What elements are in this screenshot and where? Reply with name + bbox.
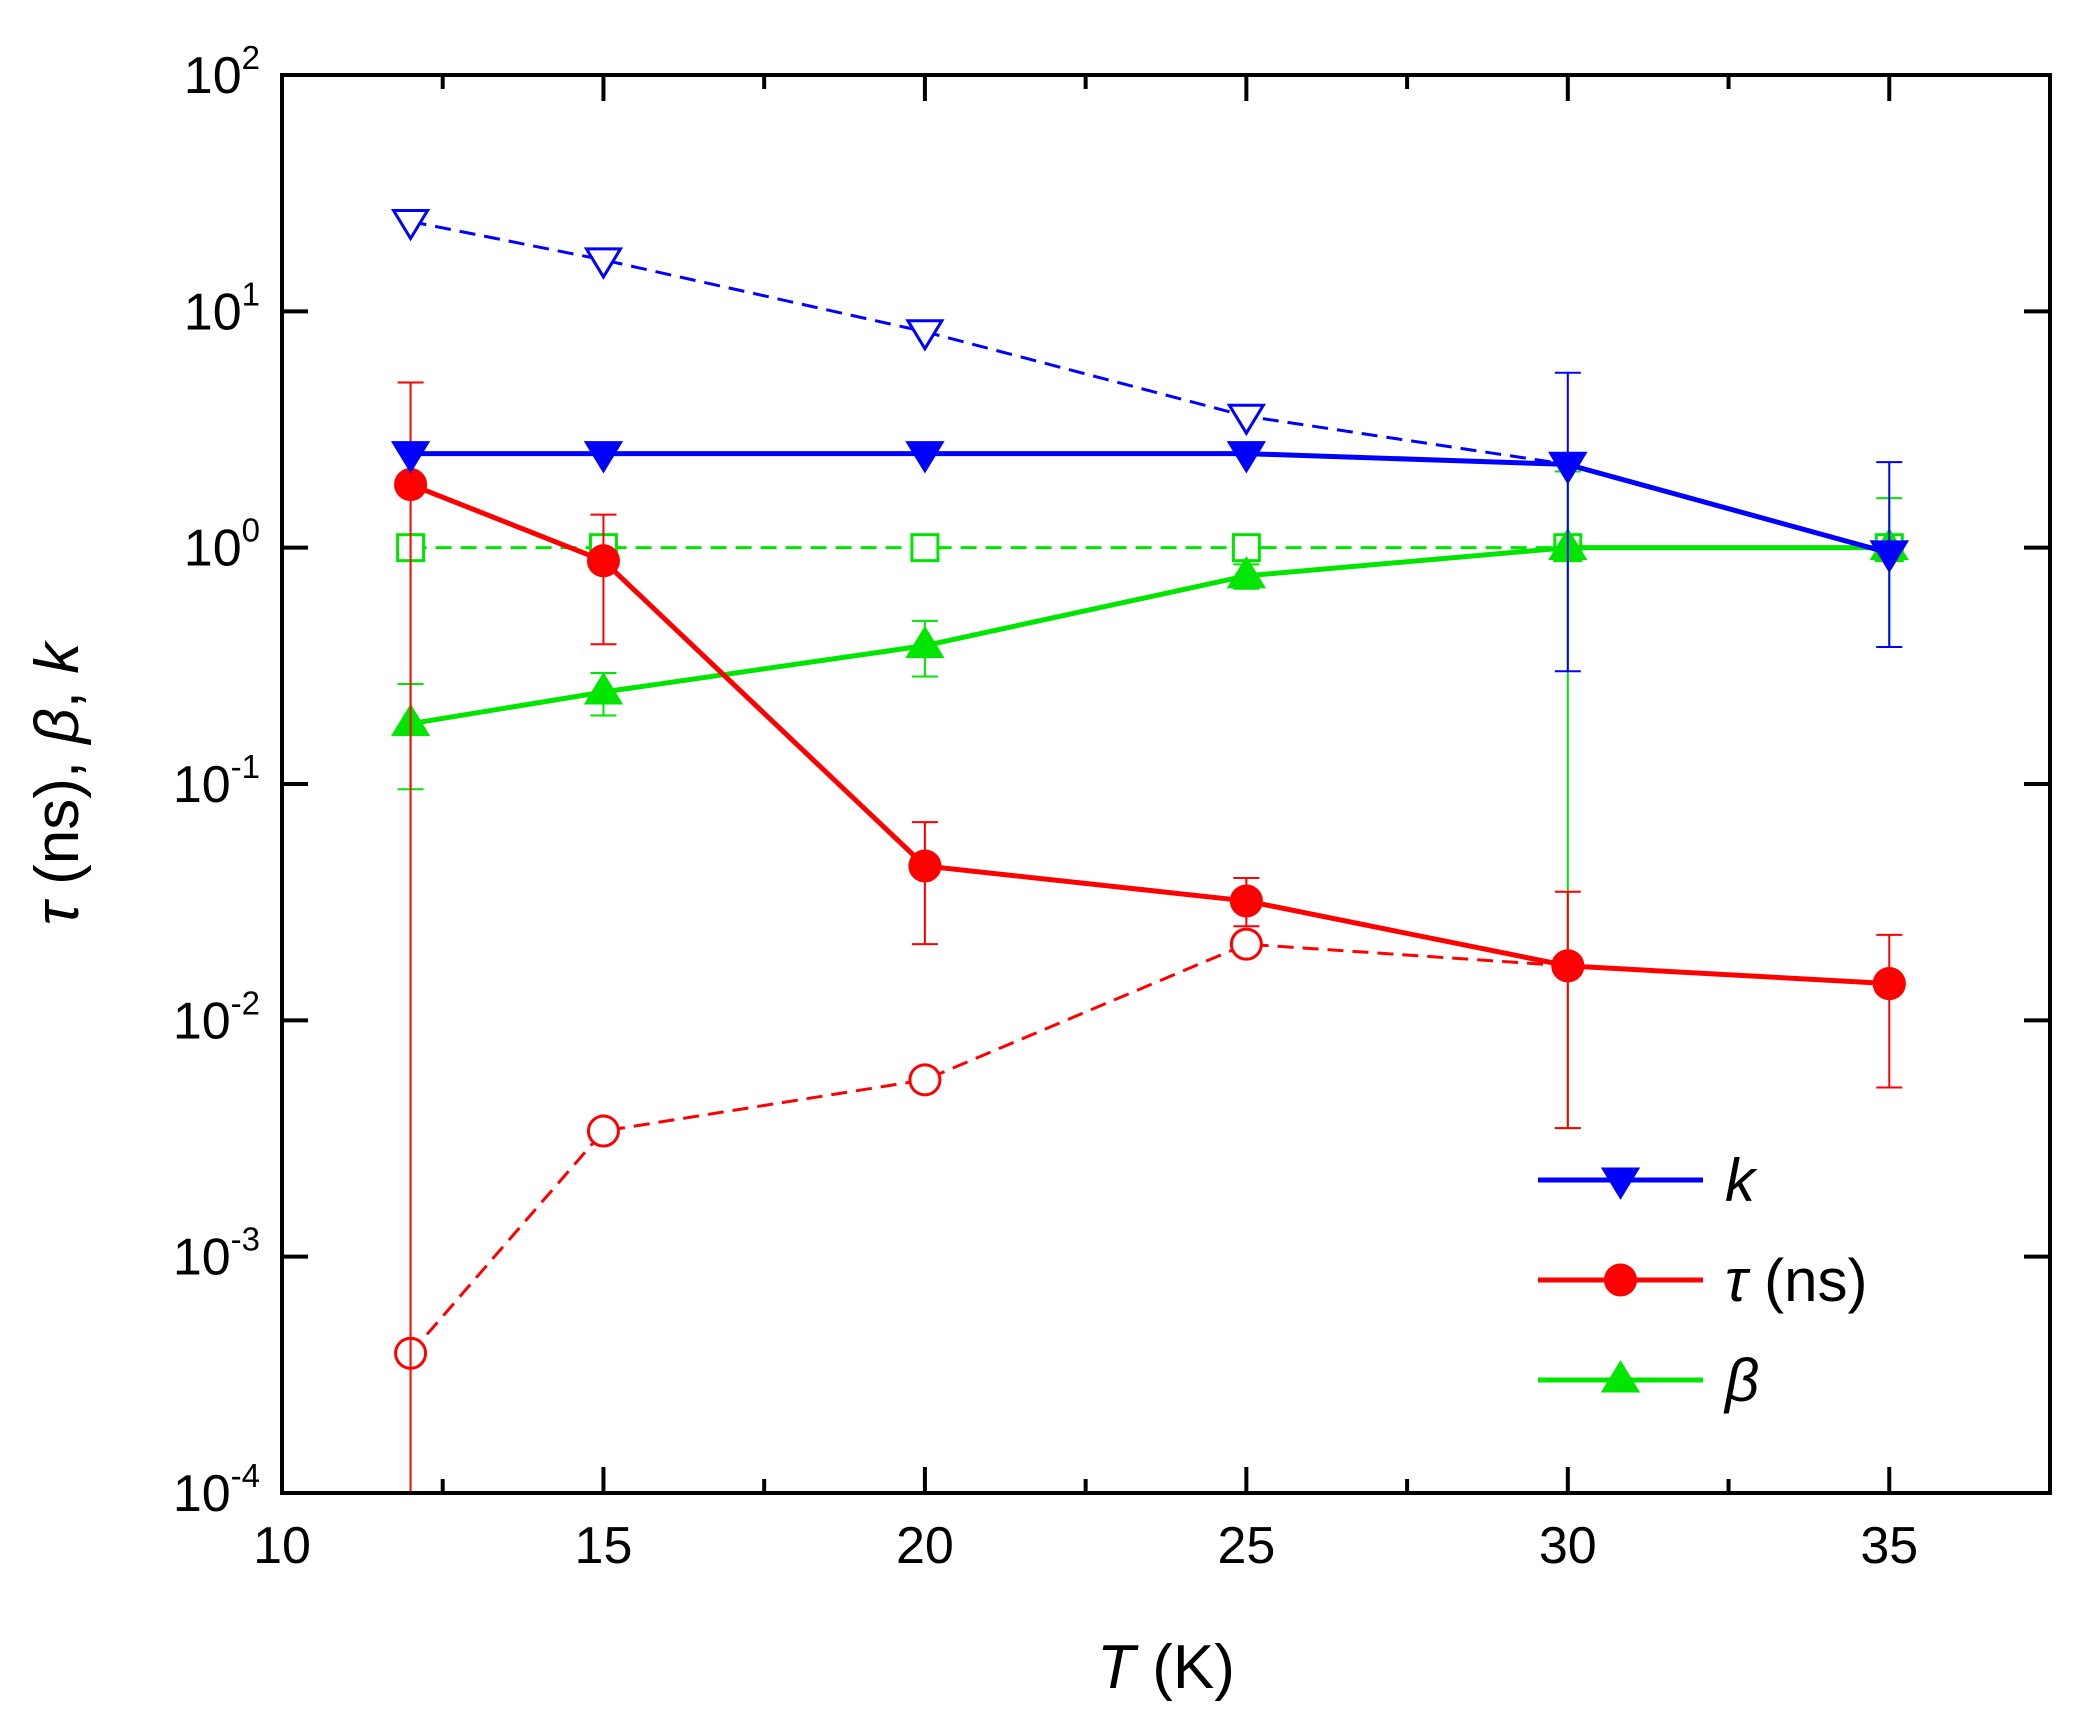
data-point — [1226, 403, 1267, 437]
data-point — [583, 672, 624, 705]
legend-entry-tau: τ (ns) — [1538, 1247, 1867, 1314]
data-point — [910, 533, 940, 563]
data-point — [908, 1063, 942, 1097]
series-k — [390, 371, 1909, 673]
y-tick-base: 10 — [173, 756, 231, 814]
plot-frame — [280, 73, 2052, 1495]
data-point — [390, 441, 431, 474]
x-tick-label: 30 — [1539, 1517, 1597, 1575]
series-line — [410, 451, 1890, 556]
y-tick-base: 10 — [184, 47, 242, 105]
y-tick-exponent: -1 — [231, 748, 260, 785]
data-point — [1226, 441, 1267, 474]
series-line — [409, 942, 1890, 1355]
y-tick-base: 10 — [184, 520, 242, 578]
y-tick-label: 102 — [184, 39, 260, 105]
data-point — [1548, 451, 1588, 485]
series-line — [410, 545, 1890, 727]
series-line — [409, 482, 1890, 987]
data-point — [905, 441, 945, 474]
x-axis-label: T (K) — [1097, 1633, 1235, 1702]
legend-symbol: k — [1725, 1147, 1758, 1214]
x-tick-label: 10 — [253, 1517, 311, 1575]
data-point — [583, 441, 624, 474]
series-line — [410, 220, 1890, 555]
legend: kτ (ns)β — [1538, 1147, 1867, 1414]
y-axis-label-part: (ns), — [23, 744, 92, 902]
data-point — [905, 625, 945, 659]
legend-marker — [1600, 1360, 1641, 1393]
legend-suffix: (ns) — [1747, 1247, 1867, 1314]
data-point — [1229, 884, 1263, 918]
data-point — [390, 208, 431, 242]
legend-symbol: τ — [1725, 1247, 1751, 1314]
data-point — [583, 247, 624, 280]
y-tick-label: 10-2 — [173, 984, 260, 1050]
series-tau — [394, 381, 1906, 1494]
legend-marker — [1604, 1263, 1637, 1297]
x-axis-symbol: T — [1097, 1633, 1139, 1702]
y-axis-label-part: , — [23, 674, 92, 708]
y-tick-base: 10 — [173, 1465, 231, 1523]
x-tick-label: 20 — [896, 1517, 954, 1575]
series-tau_open — [394, 927, 1906, 1370]
y-tick-exponent: 1 — [242, 275, 260, 312]
y-tick-exponent: 2 — [242, 39, 260, 76]
x-tick-label: 15 — [575, 1517, 633, 1575]
y-tick-exponent: -3 — [231, 1221, 260, 1258]
data-point — [1872, 967, 1906, 1001]
y-tick-base: 10 — [173, 1229, 231, 1287]
y-axis-label-part: β — [23, 708, 92, 745]
y-axis-label-part: τ — [23, 898, 92, 925]
data-point — [1226, 555, 1267, 589]
legend-label: τ (ns) — [1725, 1247, 1867, 1314]
y-tick-label: 10-4 — [173, 1457, 260, 1523]
y-tick-label: 101 — [184, 275, 260, 341]
y-tick-base: 10 — [173, 992, 231, 1050]
y-tick-exponent: 0 — [242, 512, 260, 549]
data-point — [1869, 540, 1909, 573]
legend-entry-k: k — [1538, 1147, 1758, 1214]
y-axis-label: τ (ns), β, k — [23, 640, 92, 926]
series-beta — [390, 470, 1909, 1130]
data-point — [1551, 949, 1585, 983]
legend-symbol: β — [1723, 1347, 1759, 1414]
x-tick-label: 35 — [1860, 1517, 1918, 1575]
y-tick-base: 10 — [184, 283, 242, 341]
legend-marker — [1600, 1167, 1641, 1200]
y-tick-exponent: -4 — [231, 1457, 260, 1494]
data-point — [908, 849, 942, 883]
data-point — [394, 468, 428, 502]
x-tick-label: 25 — [1217, 1517, 1275, 1575]
data-point — [1229, 927, 1263, 961]
data-point — [586, 1114, 620, 1148]
y-tick-label: 10-3 — [173, 1221, 260, 1287]
legend-entry-beta: β — [1538, 1347, 1759, 1414]
data-point — [586, 544, 620, 578]
y-tick-exponent: -2 — [231, 984, 260, 1021]
series-k_open — [390, 208, 1909, 573]
legend-label: β — [1723, 1347, 1759, 1414]
legend-label: k — [1725, 1147, 1758, 1214]
x-axis-unit: (K) — [1135, 1633, 1235, 1702]
plot-area — [390, 208, 1909, 1494]
y-tick-label: 100 — [184, 512, 260, 578]
y-axis-label-part: k — [23, 640, 92, 674]
y-tick-label: 10-1 — [173, 748, 260, 814]
data-point — [905, 319, 945, 352]
axis-titles: T (K) τ (ns), β, k — [23, 640, 1235, 1702]
